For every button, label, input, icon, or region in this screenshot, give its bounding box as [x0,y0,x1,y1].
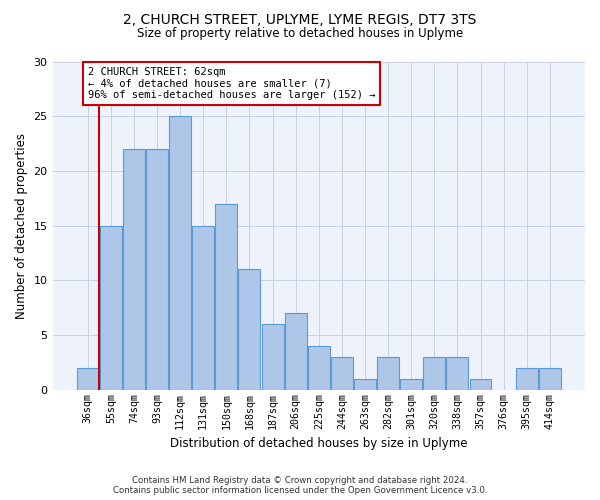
Bar [238,270,260,390]
Bar [284,314,307,390]
Bar [539,368,561,390]
Bar [100,226,122,390]
Bar [169,116,191,390]
Text: Size of property relative to detached houses in Uplyme: Size of property relative to detached ho… [137,28,463,40]
Bar [424,357,445,390]
Bar [77,368,98,390]
Bar [192,226,214,390]
Bar [470,379,491,390]
Bar [516,368,538,390]
Bar [331,357,353,390]
Bar [354,379,376,390]
X-axis label: Distribution of detached houses by size in Uplyme: Distribution of detached houses by size … [170,437,467,450]
Text: Contains HM Land Registry data © Crown copyright and database right 2024.
Contai: Contains HM Land Registry data © Crown c… [113,476,487,495]
Bar [446,357,469,390]
Bar [377,357,399,390]
Bar [215,204,238,390]
Bar [400,379,422,390]
Bar [123,149,145,390]
Bar [262,324,284,390]
Text: 2, CHURCH STREET, UPLYME, LYME REGIS, DT7 3TS: 2, CHURCH STREET, UPLYME, LYME REGIS, DT… [124,12,476,26]
Text: 2 CHURCH STREET: 62sqm
← 4% of detached houses are smaller (7)
96% of semi-detac: 2 CHURCH STREET: 62sqm ← 4% of detached … [88,67,375,100]
Bar [308,346,330,390]
Y-axis label: Number of detached properties: Number of detached properties [15,132,28,318]
Bar [146,149,168,390]
